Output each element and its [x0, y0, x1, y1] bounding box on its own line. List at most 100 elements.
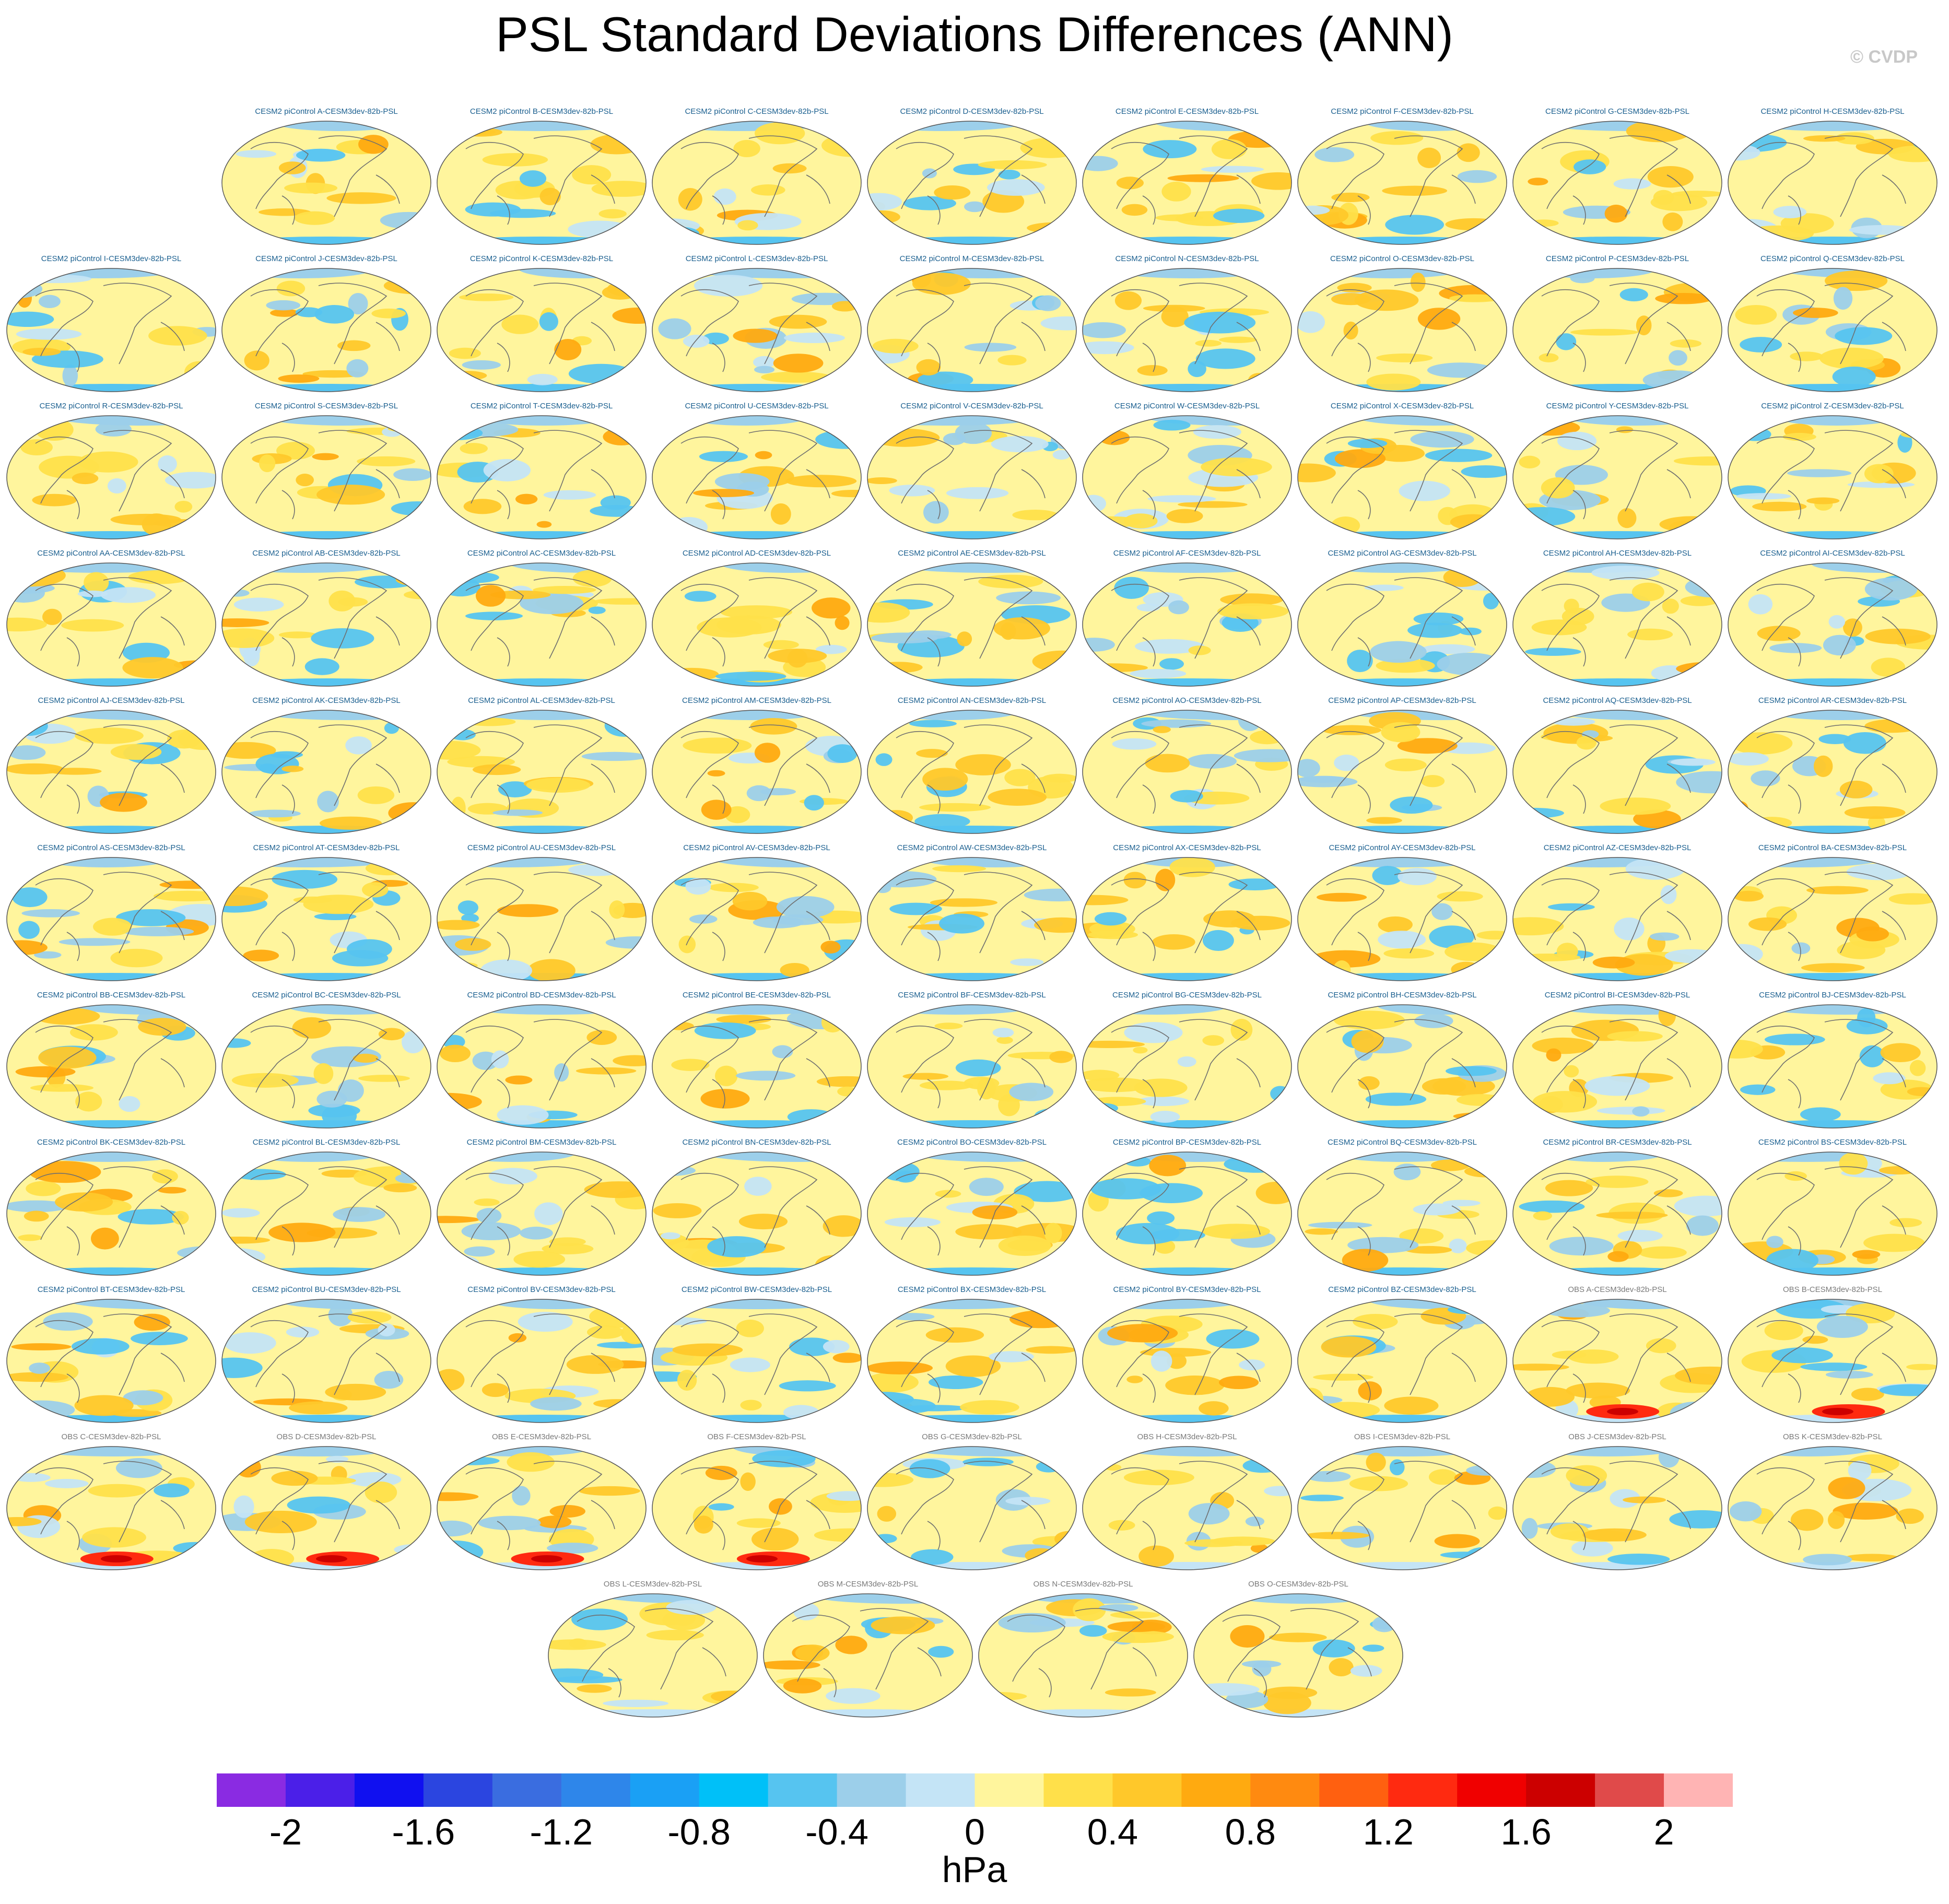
map-panel: CESM2 piControl BM-CESM3dev-82b-PSL	[435, 1138, 649, 1279]
map-panel-title: CESM2 piControl AQ-CESM3dev-82b-PSL	[1543, 696, 1692, 705]
globe-map	[763, 1593, 973, 1718]
map-panel: OBS L-CESM3dev-82b-PSL	[546, 1580, 760, 1721]
map-panel-title: CESM2 piControl BK-CESM3dev-82b-PSL	[37, 1138, 186, 1147]
globe-map	[221, 857, 431, 981]
map-panel: CESM2 piControl N-CESM3dev-82b-PSL	[1080, 254, 1294, 395]
map-panel: CESM2 piControl BY-CESM3dev-82b-PSL	[1080, 1285, 1294, 1426]
map-panel-title: CESM2 piControl AL-CESM3dev-82b-PSL	[468, 696, 615, 705]
colorbar-swatch	[561, 1773, 631, 1807]
globe-map	[652, 710, 862, 834]
map-panel-title: CESM2 piControl AK-CESM3dev-82b-PSL	[252, 696, 401, 705]
map-panel: CESM2 piControl F-CESM3dev-82b-PSL	[1295, 107, 1509, 248]
map-panel-title: OBS E-CESM3dev-82b-PSL	[491, 1432, 592, 1441]
globe-map	[978, 1593, 1188, 1718]
map-panel: CESM2 piControl U-CESM3dev-82b-PSL	[650, 402, 864, 543]
colorbar-swatch	[974, 1773, 1044, 1807]
map-panel-title: CESM2 piControl BJ-CESM3dev-82b-PSL	[1759, 991, 1906, 1000]
map-panel: CESM2 piControl I-CESM3dev-82b-PSL	[4, 254, 218, 395]
globe-map	[1728, 415, 1938, 539]
globe-map	[1728, 1151, 1938, 1276]
map-panel-title: CESM2 piControl BS-CESM3dev-82b-PSL	[1758, 1138, 1907, 1147]
globe-map	[1512, 415, 1722, 539]
map-panel-title: OBS B-CESM3dev-82b-PSL	[1782, 1285, 1883, 1294]
globe-map	[1728, 857, 1938, 981]
globe-map	[221, 710, 431, 834]
map-panel: CESM2 piControl BD-CESM3dev-82b-PSL	[435, 991, 649, 1132]
map-panel-title: CESM2 piControl M-CESM3dev-82b-PSL	[899, 254, 1044, 263]
globe-map	[221, 1004, 431, 1129]
map-panel: CESM2 piControl AJ-CESM3dev-82b-PSL	[4, 696, 218, 837]
map-panel-title: CESM2 piControl BO-CESM3dev-82b-PSL	[897, 1138, 1047, 1147]
colorbar-swatch	[837, 1773, 907, 1807]
map-panel: OBS N-CESM3dev-82b-PSL	[976, 1580, 1190, 1721]
map-panel-title: CESM2 piControl D-CESM3dev-82b-PSL	[900, 107, 1044, 116]
colorbar-swatch	[1112, 1773, 1182, 1807]
globe-map	[1082, 1151, 1292, 1276]
globe-map	[6, 1446, 216, 1570]
map-panel-title: CESM2 piControl AF-CESM3dev-82b-PSL	[1113, 549, 1261, 558]
map-panel-title: CESM2 piControl Q-CESM3dev-82b-PSL	[1760, 254, 1905, 263]
map-panel-title: CESM2 piControl BV-CESM3dev-82b-PSL	[467, 1285, 616, 1294]
map-panel-title: CESM2 piControl S-CESM3dev-82b-PSL	[254, 402, 398, 410]
map-panel-title: CESM2 piControl BC-CESM3dev-82b-PSL	[252, 991, 401, 1000]
map-panel-title: OBS N-CESM3dev-82b-PSL	[1033, 1580, 1133, 1589]
globe-map	[867, 268, 1077, 392]
globe-map	[652, 1151, 862, 1276]
map-panel-title: CESM2 piControl BP-CESM3dev-82b-PSL	[1112, 1138, 1262, 1147]
map-panel-title: CESM2 piControl BL-CESM3dev-82b-PSL	[252, 1138, 401, 1147]
map-panel: CESM2 piControl BN-CESM3dev-82b-PSL	[650, 1138, 864, 1279]
map-panel: CESM2 piControl W-CESM3dev-82b-PSL	[1080, 402, 1294, 543]
map-panel-title: CESM2 piControl AT-CESM3dev-82b-PSL	[253, 843, 400, 852]
globe-map	[221, 1446, 431, 1570]
map-panel-title: CESM2 piControl AW-CESM3dev-82b-PSL	[897, 843, 1047, 852]
map-panel: CESM2 piControl BB-CESM3dev-82b-PSL	[4, 991, 218, 1132]
map-panel-title: CESM2 piControl AU-CESM3dev-82b-PSL	[467, 843, 616, 852]
globe-map	[1193, 1593, 1403, 1718]
colorbar-swatch	[217, 1773, 286, 1807]
globe-map	[867, 562, 1077, 687]
map-panel: OBS O-CESM3dev-82b-PSL	[1191, 1580, 1405, 1721]
globe-map	[1728, 1446, 1938, 1570]
map-panel: CESM2 piControl L-CESM3dev-82b-PSL	[650, 254, 864, 395]
globe-map	[6, 1004, 216, 1129]
map-panel: CESM2 piControl BA-CESM3dev-82b-PSL	[1725, 843, 1940, 984]
colorbar-swatch	[906, 1773, 975, 1807]
map-panel-title: CESM2 piControl AX-CESM3dev-82b-PSL	[1113, 843, 1261, 852]
globe-map	[867, 857, 1077, 981]
map-panel-title: CESM2 piControl AB-CESM3dev-82b-PSL	[252, 549, 401, 558]
map-panel: CESM2 piControl AK-CESM3dev-82b-PSL	[219, 696, 433, 837]
colorbar-units: hPa	[942, 1849, 1007, 1890]
globe-map	[221, 1151, 431, 1276]
globe-map	[1728, 268, 1938, 392]
map-panel: OBS J-CESM3dev-82b-PSL	[1510, 1432, 1724, 1573]
globe-map	[867, 1446, 1077, 1570]
map-panel-title: CESM2 piControl O-CESM3dev-82b-PSL	[1330, 254, 1474, 263]
globe-map	[867, 121, 1077, 245]
globe-map	[652, 1299, 862, 1423]
map-panel: CESM2 piControl BC-CESM3dev-82b-PSL	[219, 991, 433, 1132]
globe-map	[1082, 1004, 1292, 1129]
map-panel-title: CESM2 piControl BN-CESM3dev-82b-PSL	[682, 1138, 831, 1147]
colorbar-swatches	[217, 1773, 1733, 1807]
map-panel: CESM2 piControl AX-CESM3dev-82b-PSL	[1080, 843, 1294, 984]
map-panel: OBS D-CESM3dev-82b-PSL	[219, 1432, 433, 1573]
colorbar-swatch	[630, 1773, 700, 1807]
map-panel-title: CESM2 piControl V-CESM3dev-82b-PSL	[900, 402, 1043, 410]
map-panel: CESM2 piControl AN-CESM3dev-82b-PSL	[865, 696, 1079, 837]
map-panel-title: CESM2 piControl W-CESM3dev-82b-PSL	[1114, 402, 1260, 410]
globe-map	[1512, 710, 1722, 834]
map-panel: CESM2 piControl BK-CESM3dev-82b-PSL	[4, 1138, 218, 1279]
colorbar-swatch	[768, 1773, 838, 1807]
map-panel: CESM2 piControl C-CESM3dev-82b-PSL	[650, 107, 864, 248]
map-panel-title: CESM2 piControl BT-CESM3dev-82b-PSL	[37, 1285, 185, 1294]
map-panel-title: CESM2 piControl AS-CESM3dev-82b-PSL	[37, 843, 185, 852]
globe-map	[652, 1004, 862, 1129]
map-panel: CESM2 piControl BT-CESM3dev-82b-PSL	[4, 1285, 218, 1426]
globe-map	[1512, 1446, 1722, 1570]
map-panel-title: CESM2 piControl T-CESM3dev-82b-PSL	[470, 402, 613, 410]
colorbar-swatch	[1388, 1773, 1458, 1807]
globe-map	[1082, 562, 1292, 687]
map-panel-title: OBS J-CESM3dev-82b-PSL	[1568, 1432, 1666, 1441]
globe-map	[437, 1151, 647, 1276]
map-panel: OBS C-CESM3dev-82b-PSL	[4, 1432, 218, 1573]
